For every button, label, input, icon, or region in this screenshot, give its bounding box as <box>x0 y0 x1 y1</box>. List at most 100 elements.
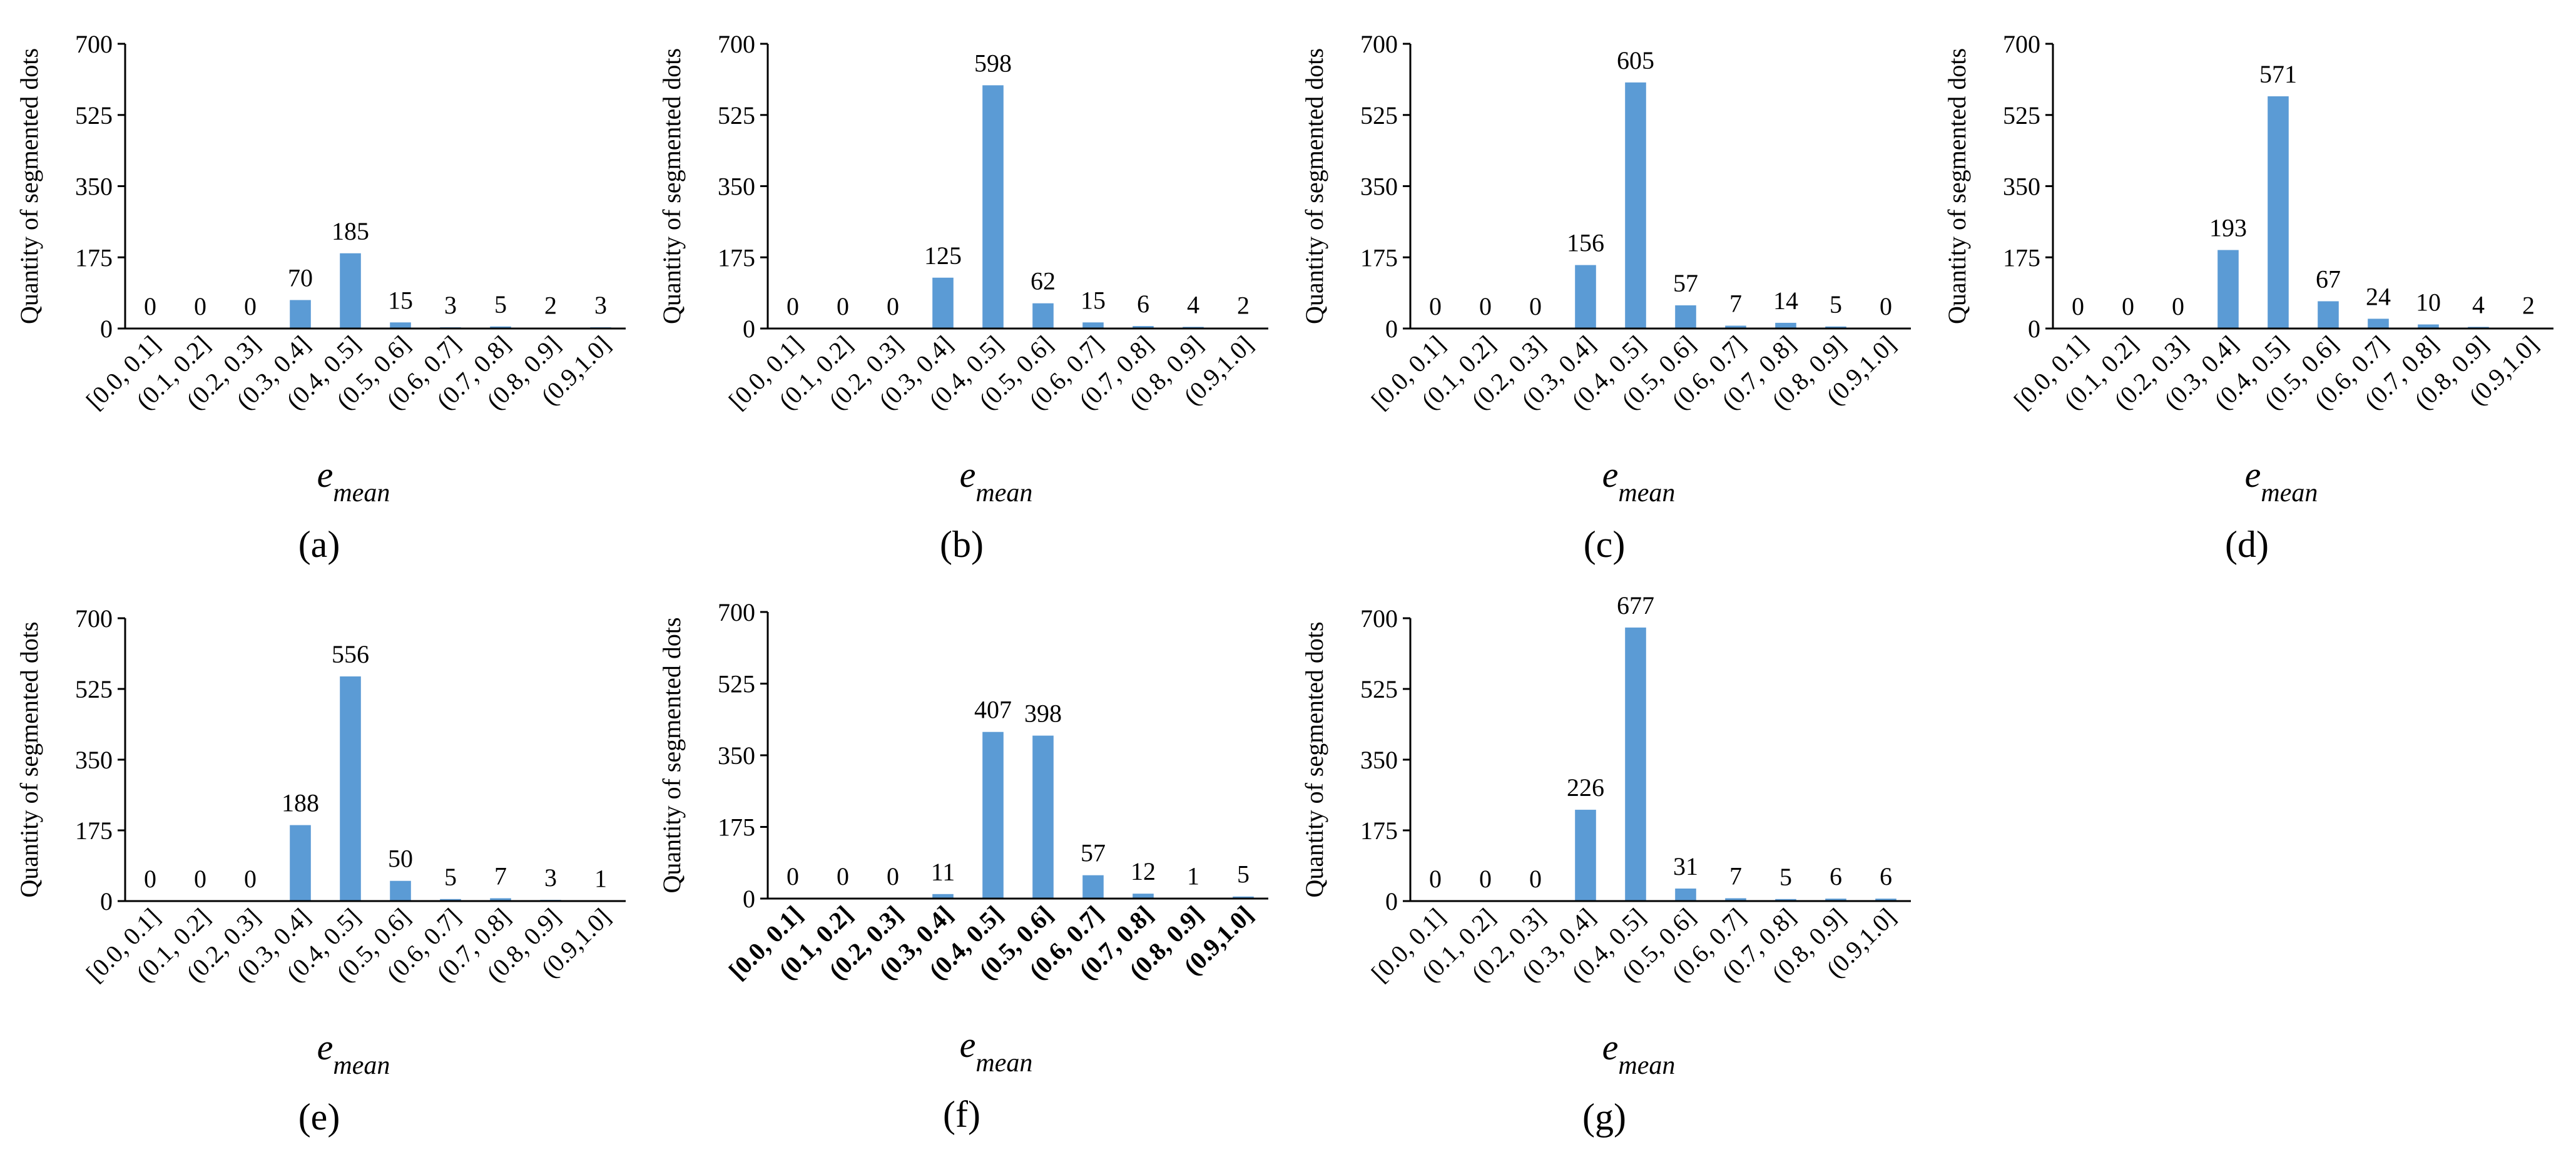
y-tick-label: 350 <box>718 173 755 201</box>
data-label: 11 <box>931 858 955 886</box>
y-tick-label: 700 <box>718 598 755 626</box>
data-label: 4 <box>1187 290 1199 319</box>
bar <box>982 85 1004 329</box>
bar <box>1725 898 1746 901</box>
data-label: 5 <box>1237 860 1250 889</box>
bar <box>1675 888 1696 901</box>
bar <box>1233 896 1254 899</box>
y-tick-label: 0 <box>100 315 113 343</box>
bar <box>1825 326 1846 329</box>
data-label: 156 <box>1567 229 1604 257</box>
data-label: 50 <box>388 845 413 873</box>
y-axis-title: Quantity of segmented dots <box>15 621 43 897</box>
bar <box>340 676 361 901</box>
y-tick-label: 175 <box>718 813 755 842</box>
y-tick-label: 700 <box>718 30 755 58</box>
x-axis-title: emean <box>317 454 390 507</box>
data-label: 10 <box>2416 288 2441 317</box>
data-label: 0 <box>1429 292 1442 320</box>
data-label: 7 <box>1729 289 1742 317</box>
data-label: 0 <box>837 292 849 320</box>
y-axis-title: Quantity of segmented dots <box>1300 48 1328 324</box>
y-tick-label: 350 <box>1360 746 1398 774</box>
y-tick-label: 350 <box>718 742 755 770</box>
data-label: 0 <box>1529 865 1542 893</box>
data-label: 0 <box>2172 292 2184 320</box>
data-label: 57 <box>1081 839 1106 867</box>
y-tick-label: 0 <box>1385 887 1398 915</box>
data-label: 571 <box>2259 60 2297 88</box>
y-tick-label: 350 <box>2003 173 2040 201</box>
data-label: 0 <box>787 292 799 320</box>
bar <box>2217 250 2239 329</box>
data-label: 0 <box>1529 292 1542 320</box>
bar <box>1775 322 1796 329</box>
bar <box>1625 627 1646 901</box>
data-label: 193 <box>2209 214 2247 242</box>
y-tick-label: 525 <box>1360 675 1398 703</box>
y-tick-label: 175 <box>75 817 113 845</box>
bar <box>490 898 511 901</box>
bar <box>1032 735 1054 899</box>
panel-caption: (e) <box>298 1096 340 1138</box>
data-label: 15 <box>388 286 413 314</box>
data-label: 5 <box>494 290 507 319</box>
data-label: 188 <box>282 789 319 817</box>
data-label: 6 <box>1137 290 1149 318</box>
data-label: 1 <box>1187 862 1199 890</box>
bar <box>2418 324 2439 329</box>
data-label: 598 <box>974 49 1012 77</box>
data-label: 3 <box>444 291 457 319</box>
data-label: 67 <box>2316 265 2341 293</box>
data-label: 14 <box>1773 287 1798 315</box>
panel-caption: (f) <box>943 1094 980 1135</box>
data-label: 12 <box>1131 857 1156 885</box>
bar <box>2318 301 2339 329</box>
y-tick-label: 175 <box>75 243 113 272</box>
x-axis-title: emean <box>1602 1027 1676 1080</box>
data-label: 0 <box>887 862 899 890</box>
data-label: 57 <box>1673 269 1698 297</box>
bar <box>1575 265 1596 329</box>
data-label: 7 <box>1729 862 1742 890</box>
panel-caption: (g) <box>1582 1096 1626 1138</box>
bar <box>1625 82 1646 329</box>
data-label: 0 <box>1880 292 1892 320</box>
x-axis-title: emean <box>960 1024 1033 1078</box>
data-label: 0 <box>887 292 899 320</box>
data-label: 3 <box>594 291 607 319</box>
y-tick-label: 525 <box>718 101 755 130</box>
bar <box>2368 319 2389 329</box>
y-tick-label: 350 <box>1360 173 1398 201</box>
data-label: 5 <box>444 863 457 891</box>
bar <box>390 322 411 329</box>
data-label: 226 <box>1567 773 1604 802</box>
data-label: 0 <box>144 292 156 320</box>
y-tick-label: 0 <box>2028 315 2040 343</box>
panel-caption: (a) <box>298 524 340 565</box>
data-label: 15 <box>1081 286 1106 314</box>
data-label: 0 <box>787 862 799 890</box>
data-label: 70 <box>288 264 313 292</box>
data-label: 24 <box>2366 282 2391 310</box>
data-label: 6 <box>1880 862 1892 890</box>
bar <box>1675 305 1696 329</box>
y-axis-title: Quantity of segmented dots <box>1300 621 1328 897</box>
data-label: 556 <box>332 640 369 668</box>
data-label: 62 <box>1031 267 1056 295</box>
data-label: 605 <box>1617 46 1654 74</box>
data-label: 2 <box>544 292 557 320</box>
data-label: 0 <box>837 862 849 890</box>
y-tick-label: 350 <box>75 746 113 774</box>
data-label: 31 <box>1673 852 1698 880</box>
data-label: 0 <box>2122 292 2134 320</box>
bar <box>932 277 954 329</box>
bar <box>290 300 311 329</box>
data-label: 0 <box>194 292 206 320</box>
bar <box>1575 810 1596 901</box>
y-tick-label: 350 <box>75 173 113 201</box>
x-axis-title: emean <box>2245 454 2318 507</box>
